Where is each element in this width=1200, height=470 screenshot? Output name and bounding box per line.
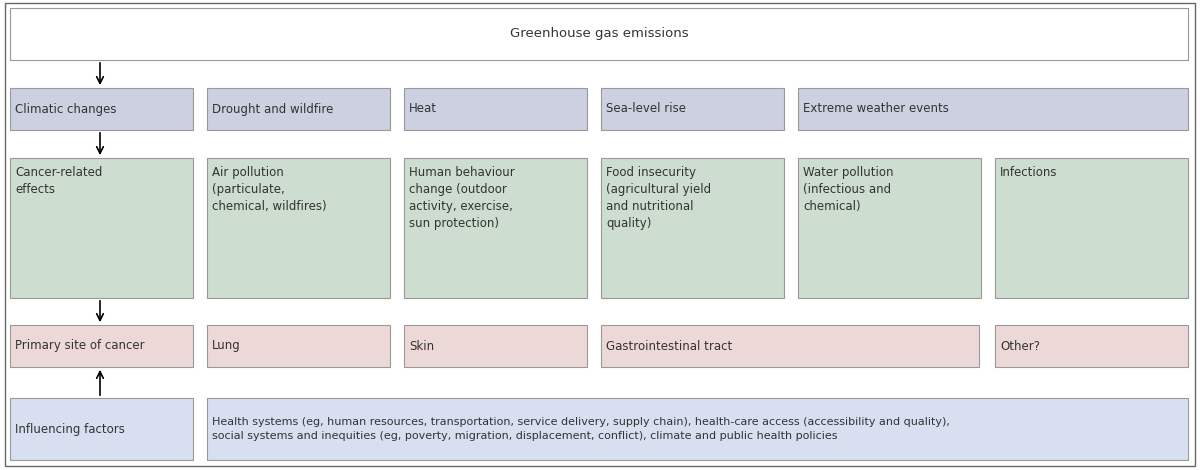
FancyBboxPatch shape xyxy=(404,158,587,298)
FancyBboxPatch shape xyxy=(601,158,784,298)
Text: Cancer-related
effects: Cancer-related effects xyxy=(14,166,102,196)
FancyBboxPatch shape xyxy=(208,88,390,130)
Text: Other?: Other? xyxy=(1000,339,1040,352)
FancyBboxPatch shape xyxy=(10,88,193,130)
Text: Primary site of cancer: Primary site of cancer xyxy=(14,339,145,352)
FancyBboxPatch shape xyxy=(404,325,587,367)
FancyBboxPatch shape xyxy=(10,398,193,460)
FancyBboxPatch shape xyxy=(798,88,1188,130)
FancyBboxPatch shape xyxy=(10,325,193,367)
FancyBboxPatch shape xyxy=(10,158,193,298)
Text: Drought and wildfire: Drought and wildfire xyxy=(212,102,334,116)
Text: Heat: Heat xyxy=(409,102,437,116)
Text: Health systems (eg, human resources, transportation, service delivery, supply ch: Health systems (eg, human resources, tra… xyxy=(212,417,950,440)
Text: Influencing factors: Influencing factors xyxy=(14,423,125,436)
Text: Sea-level rise: Sea-level rise xyxy=(606,102,686,116)
Text: Gastrointestinal tract: Gastrointestinal tract xyxy=(606,339,732,352)
Text: Human behaviour
change (outdoor
activity, exercise,
sun protection): Human behaviour change (outdoor activity… xyxy=(409,166,515,230)
FancyBboxPatch shape xyxy=(995,158,1188,298)
FancyBboxPatch shape xyxy=(10,8,1188,60)
FancyBboxPatch shape xyxy=(208,325,390,367)
Text: Skin: Skin xyxy=(409,339,434,352)
Text: Food insecurity
(agricultural yield
and nutritional
quality): Food insecurity (agricultural yield and … xyxy=(606,166,712,230)
Text: Climatic changes: Climatic changes xyxy=(14,102,116,116)
FancyBboxPatch shape xyxy=(601,88,784,130)
FancyBboxPatch shape xyxy=(404,88,587,130)
FancyBboxPatch shape xyxy=(798,158,982,298)
FancyBboxPatch shape xyxy=(208,398,1188,460)
FancyBboxPatch shape xyxy=(995,325,1188,367)
Text: Water pollution
(infectious and
chemical): Water pollution (infectious and chemical… xyxy=(803,166,894,213)
Text: Air pollution
(particulate,
chemical, wildfires): Air pollution (particulate, chemical, wi… xyxy=(212,166,326,213)
FancyBboxPatch shape xyxy=(601,325,979,367)
FancyBboxPatch shape xyxy=(208,158,390,298)
Text: Lung: Lung xyxy=(212,339,241,352)
Text: Greenhouse gas emissions: Greenhouse gas emissions xyxy=(510,28,689,40)
Text: Extreme weather events: Extreme weather events xyxy=(803,102,949,116)
Text: Infections: Infections xyxy=(1000,166,1057,179)
